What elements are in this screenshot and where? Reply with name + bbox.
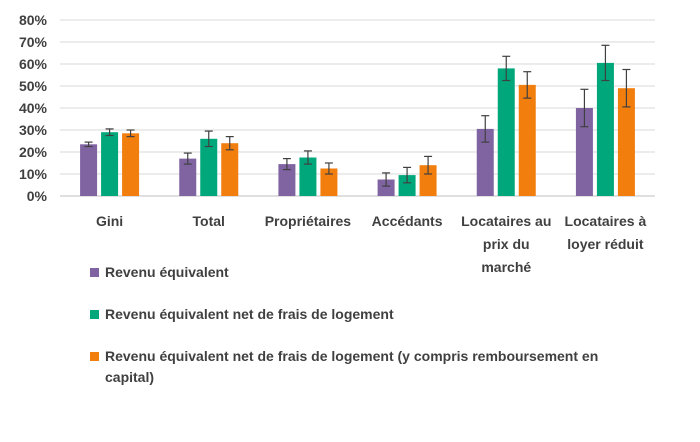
x-tick-label: Locataires à loyer réduit <box>565 213 647 252</box>
bar <box>617 88 635 196</box>
x-tick-label: Locataires au prix du marché <box>461 213 551 275</box>
error-bar <box>303 150 312 165</box>
error-bars <box>84 44 631 187</box>
y-tick-label: 50% <box>19 78 48 94</box>
y-tick-label: 60% <box>19 56 48 72</box>
error-bar <box>84 141 93 148</box>
bar <box>122 133 140 196</box>
bar <box>299 157 317 196</box>
bar <box>575 108 593 196</box>
legend-label: Revenu équivalent <box>105 264 229 280</box>
legend-swatch <box>90 310 99 319</box>
bars <box>80 62 635 197</box>
y-tick-label: 20% <box>19 144 48 160</box>
bar <box>101 132 119 196</box>
legend-swatch <box>90 352 99 361</box>
error-bar <box>424 155 433 175</box>
bar <box>179 158 197 196</box>
legend-item-revenu-net: Revenu équivalent net de frais de logeme… <box>90 304 635 325</box>
legend-swatch <box>90 268 99 277</box>
error-bar <box>580 88 589 128</box>
y-tick-label: 0% <box>27 188 48 204</box>
x-tick-label: Gini <box>96 213 123 229</box>
x-tick-label: Propriétaires <box>265 213 352 229</box>
y-tick-label: 80% <box>19 12 48 28</box>
error-bar <box>502 55 511 82</box>
legend-item-revenu-equivalent: Revenu équivalent <box>90 262 635 283</box>
bar <box>221 143 239 196</box>
bar <box>398 175 416 196</box>
legend-label: Revenu équivalent net de frais de logeme… <box>105 348 599 385</box>
error-bar <box>282 158 291 171</box>
error-bar <box>324 162 333 175</box>
error-bar <box>403 166 412 184</box>
legend-label: Revenu équivalent net de frais de logeme… <box>105 306 394 322</box>
bar <box>320 168 338 196</box>
error-bar <box>622 68 631 108</box>
error-bar <box>225 136 234 151</box>
bar <box>518 84 536 196</box>
legend-item-revenu-net-capital: Revenu équivalent net de frais de logeme… <box>90 346 635 388</box>
error-bar <box>126 129 135 138</box>
y-tick-label: 10% <box>19 166 48 182</box>
gridlines <box>60 19 655 197</box>
error-bar <box>105 128 114 137</box>
error-bar <box>481 115 490 143</box>
bar <box>476 128 494 196</box>
bar <box>80 144 98 196</box>
error-bar <box>204 130 213 148</box>
bar <box>497 68 515 196</box>
error-bar <box>183 152 192 165</box>
x-axis: Gini Total Propriétaires Accédants Locataire… <box>96 213 647 275</box>
y-tick-label: 70% <box>19 34 48 50</box>
bar <box>200 138 218 196</box>
bar <box>419 165 437 196</box>
x-tick-label: Total <box>193 213 225 229</box>
y-tick-label: 40% <box>19 100 48 116</box>
bar <box>278 164 296 196</box>
y-tick-label: 30% <box>19 122 48 138</box>
error-bar <box>382 172 391 187</box>
bar <box>596 62 614 197</box>
y-axis: 0% 10% 20% 30% 40% 50% 60% 70% 80% <box>19 12 48 204</box>
bar <box>377 179 395 196</box>
error-bar <box>601 44 610 82</box>
x-tick-label: Accédants <box>372 213 443 229</box>
error-bar <box>523 71 532 99</box>
